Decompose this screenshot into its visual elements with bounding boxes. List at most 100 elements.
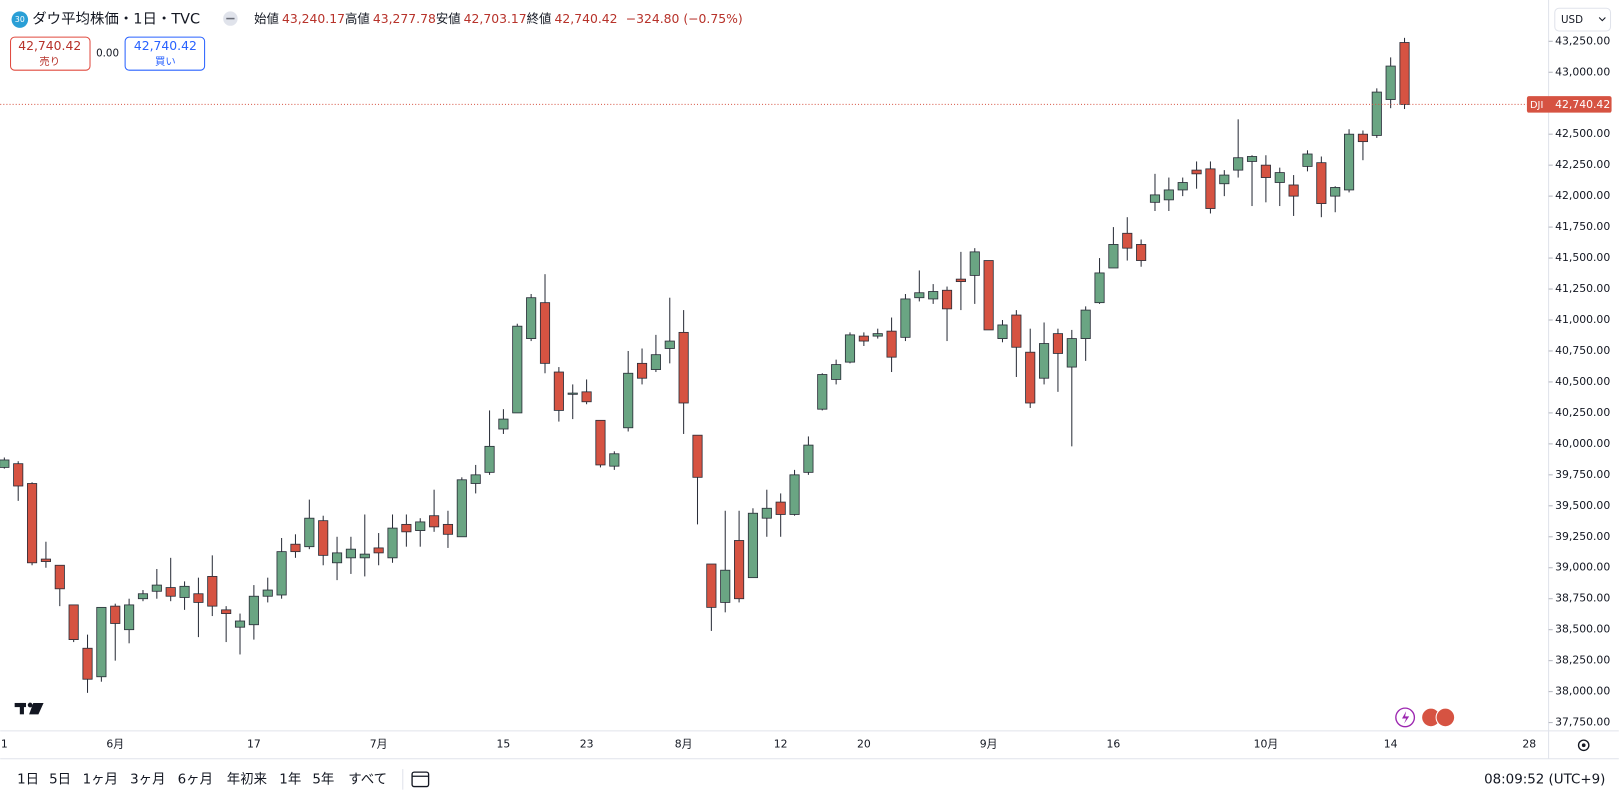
candle-body — [1219, 174, 1230, 185]
candle-body — [1122, 232, 1133, 249]
candle-body — [27, 483, 38, 564]
candle-body — [678, 331, 689, 404]
legend-label: 終値 — [527, 11, 552, 26]
candle-body — [262, 589, 273, 597]
candle-body — [831, 364, 842, 380]
x-tick-label: 10月 — [1254, 737, 1279, 750]
candle-body — [1205, 168, 1216, 209]
date-range-icon[interactable] — [411, 771, 430, 788]
x-tick-label: 8月 — [675, 737, 693, 750]
range-button[interactable]: 1ヶ月 — [83, 772, 118, 787]
y-tick-label: 41,750.00 — [1555, 220, 1610, 233]
candle-body — [1094, 272, 1105, 304]
y-tick-label: 40,750.00 — [1555, 344, 1610, 357]
candle-body — [1302, 153, 1313, 167]
candle-body — [137, 593, 149, 600]
currency-button[interactable] — [1554, 7, 1612, 32]
candle-body — [207, 575, 218, 607]
candle-body — [165, 587, 176, 597]
candle-body — [650, 354, 661, 370]
candle-body — [734, 540, 745, 600]
event-bolt — [1402, 711, 1410, 724]
candle-body — [359, 553, 370, 559]
candle-body — [318, 520, 329, 556]
range-button[interactable]: 年初来 — [227, 771, 267, 787]
chart-title[interactable]: ダウ平均株価・1日・TVC — [32, 11, 200, 28]
candle-body — [886, 330, 897, 358]
candle-body — [1163, 189, 1174, 201]
symbol-badge — [11, 11, 29, 28]
candle-body — [1316, 162, 1327, 204]
candle-body — [844, 334, 856, 363]
candle-body — [636, 362, 648, 379]
last-price-tag — [1526, 96, 1612, 113]
candle-body — [553, 371, 564, 411]
candle-body — [664, 340, 675, 349]
candle-body — [817, 374, 828, 410]
legend-change: −324.80 (−0.75%) — [626, 12, 743, 26]
x-tick-label: 20 — [857, 737, 871, 750]
candle-body — [276, 551, 287, 596]
candle-body — [68, 604, 79, 640]
tv-logo — [14, 702, 44, 715]
legend-value: 43,240.17 — [282, 12, 345, 26]
candle-body — [761, 507, 772, 519]
y-tick-label: 43,250.00 — [1555, 34, 1610, 47]
candle-body — [387, 527, 398, 559]
candle-body — [1011, 314, 1022, 348]
candle-body — [1149, 194, 1161, 203]
candle-body — [747, 512, 759, 579]
candle-body — [429, 515, 440, 528]
candle-body — [997, 324, 1008, 339]
candle-body — [720, 569, 731, 603]
candle-body — [179, 585, 190, 598]
candle-body — [1274, 172, 1285, 183]
candle-body — [595, 419, 606, 466]
candle-body — [290, 543, 301, 553]
y-tick-label: 42,250.00 — [1555, 158, 1610, 171]
buy-button[interactable] — [124, 36, 206, 71]
range-button[interactable]: 6ヶ月 — [178, 772, 213, 787]
x-tick-label: 1 — [1, 737, 8, 750]
candle-body — [1260, 164, 1271, 178]
y-tick-label: 38,500.00 — [1555, 623, 1610, 636]
economic-event[interactable] — [1435, 707, 1456, 728]
y-tick-label: 40,250.00 — [1555, 406, 1610, 419]
candle-body — [1066, 338, 1077, 368]
legend-label: 高値 — [345, 11, 370, 26]
candle-body — [1177, 182, 1188, 191]
x-tick-label: 12 — [774, 737, 788, 750]
x-tick-label: 28 — [1522, 737, 1536, 750]
range-button[interactable]: 1日 — [17, 772, 39, 787]
candle-body — [248, 595, 259, 626]
range-button[interactable]: 5年 — [312, 771, 334, 787]
candle-body — [539, 302, 551, 364]
candle-body — [304, 517, 315, 548]
range-button[interactable]: 1年 — [279, 771, 301, 787]
candle-body — [1191, 169, 1202, 175]
x-tick-label: 6月 — [106, 737, 124, 750]
candle-body — [456, 479, 467, 538]
y-tick-label: 38,750.00 — [1555, 592, 1610, 605]
candle-body — [914, 292, 925, 299]
last-price-label: 42,740.42 — [1555, 98, 1610, 111]
last-price-symbol: DJI — [1530, 100, 1543, 111]
candle-body — [623, 372, 634, 429]
currency-chevron — [1598, 17, 1606, 22]
settings-icon[interactable] — [1577, 739, 1590, 752]
sell-button[interactable] — [10, 36, 91, 71]
currency: USD — [1561, 14, 1583, 26]
candle-body — [1385, 65, 1396, 100]
range-button[interactable]: 3ヶ月 — [130, 772, 165, 787]
candle-body — [442, 523, 454, 535]
range-button[interactable]: すべて — [348, 771, 387, 787]
y-tick-label: 39,500.00 — [1555, 499, 1610, 512]
range-button[interactable]: 5日 — [49, 772, 71, 787]
candle-body — [1025, 351, 1036, 404]
candle-body — [955, 278, 966, 283]
candles — [0, 37, 1410, 693]
legend-label: 始値 — [254, 11, 279, 26]
y-tick-label: 38,250.00 — [1555, 654, 1610, 667]
candle-body — [234, 620, 246, 628]
legend-value: 42,703.17 — [464, 12, 527, 26]
